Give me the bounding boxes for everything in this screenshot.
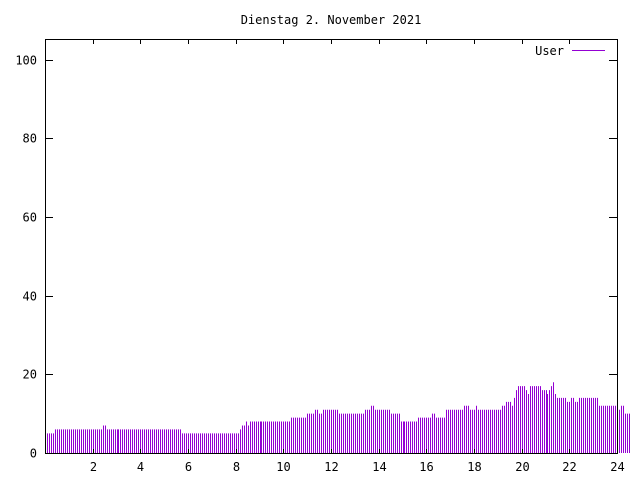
- x-tick-label: 16: [419, 460, 433, 474]
- y-tick-label: 40: [23, 290, 37, 304]
- user-series-bars: [45, 382, 630, 453]
- x-tick-label: 6: [185, 460, 192, 474]
- x-tick-label: 20: [515, 460, 529, 474]
- x-tick-label: 24: [610, 460, 624, 474]
- chart-title: Dienstag 2. November 2021: [241, 13, 422, 27]
- y-tick-label: 60: [23, 211, 37, 225]
- plot-frame: [45, 39, 618, 454]
- x-tick-label: 2: [90, 460, 97, 474]
- y-axis: 0 20 40 60 80 100: [15, 54, 617, 461]
- x-axis: 2 4 6 8 10 12 14 16 18 20 22 24: [90, 40, 625, 474]
- x-tick-label: 22: [562, 460, 576, 474]
- x-tick-label: 12: [324, 460, 338, 474]
- legend: User: [535, 44, 605, 58]
- legend-label-user: User: [535, 44, 564, 58]
- x-tick-label: 14: [372, 460, 386, 474]
- x-tick-label: 8: [233, 460, 240, 474]
- x-tick-label: 4: [137, 460, 144, 474]
- y-tick-label: 20: [23, 368, 37, 382]
- y-tick-label: 100: [15, 54, 37, 68]
- x-tick-label: 18: [467, 460, 481, 474]
- y-tick-label: 0: [30, 447, 37, 461]
- x-tick-label: 10: [276, 460, 290, 474]
- y-tick-label: 80: [23, 132, 37, 146]
